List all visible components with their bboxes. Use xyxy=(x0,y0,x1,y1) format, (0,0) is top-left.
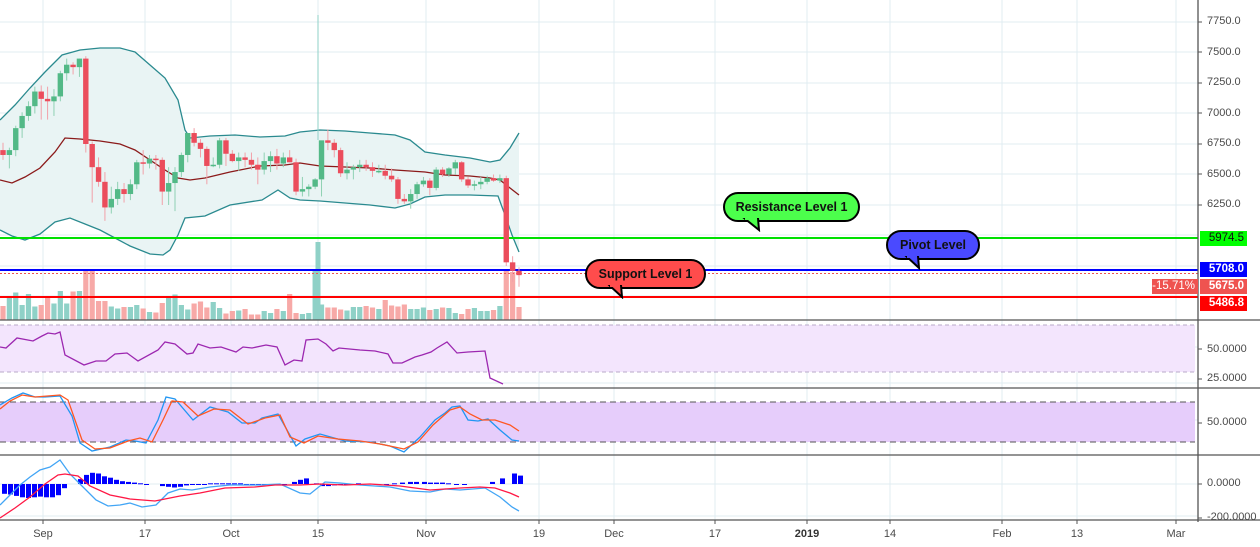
macd-tick-0: 0.0000 xyxy=(1207,477,1241,489)
time-axis-label: Nov xyxy=(416,528,436,540)
time-axis-label: 17 xyxy=(138,528,152,540)
time-axis-label: Mar xyxy=(1166,528,1186,540)
time-axis-label: Feb xyxy=(992,528,1012,540)
resistance-bubble-tail xyxy=(742,218,761,232)
time-axis-label: 13 xyxy=(1070,528,1084,540)
pivot-price-tag: 5708.0 xyxy=(1200,262,1247,277)
price-tick: 6500.0 xyxy=(1207,168,1241,180)
rsi-tick-25: 25.0000 xyxy=(1207,372,1247,384)
time-axis-label: 2019 xyxy=(794,528,820,540)
price-tick: 7000.0 xyxy=(1207,107,1241,119)
time-axis-label: 17 xyxy=(708,528,722,540)
change-percent-tag: -15.71% xyxy=(1152,279,1198,294)
pivot-level-label[interactable]: Pivot Level xyxy=(886,230,980,260)
stochastic-panel[interactable] xyxy=(0,392,1195,453)
support-level-label[interactable]: Support Level 1 xyxy=(585,259,706,289)
time-axis-label: Sep xyxy=(33,528,53,540)
price-tick: 7250.0 xyxy=(1207,76,1241,88)
time-axis-label: 19 xyxy=(532,528,546,540)
resistance-level-text: Resistance Level 1 xyxy=(735,200,848,214)
time-axis-label: Dec xyxy=(604,528,624,540)
support-level-text: Support Level 1 xyxy=(598,267,693,281)
candlesticks[interactable] xyxy=(0,15,522,287)
price-tick: 7500.0 xyxy=(1207,46,1241,58)
axes xyxy=(0,0,1260,524)
rsi-panel[interactable] xyxy=(0,324,1195,385)
price-tick: 6250.0 xyxy=(1207,198,1241,210)
rsi-tick-50: 50.0000 xyxy=(1207,343,1247,355)
last-price-tag: 5675.0 xyxy=(1200,279,1247,294)
time-axis-label: 15 xyxy=(311,528,325,540)
price-axis[interactable]: 7750.0 7500.0 7250.0 7000.0 6750.0 6500.… xyxy=(1198,0,1260,320)
macd-panel[interactable] xyxy=(0,459,523,519)
stoch-tick-50: 50.0000 xyxy=(1207,416,1247,428)
support-bubble-tail xyxy=(607,285,624,299)
resistance-price-tag: 5974.5 xyxy=(1200,231,1247,246)
bollinger-bands xyxy=(0,47,520,256)
time-axis-label: 14 xyxy=(883,528,897,540)
time-axis-label: Oct xyxy=(222,528,240,540)
pivot-bubble-tail xyxy=(904,256,921,270)
pivot-level-text: Pivot Level xyxy=(900,238,966,252)
support-price-tag: 5486.8 xyxy=(1200,296,1247,311)
price-tick: 7750.0 xyxy=(1207,15,1241,27)
resistance-level-label[interactable]: Resistance Level 1 xyxy=(723,192,860,222)
macd-tick-neg200: -200.0000 xyxy=(1207,511,1257,520)
volume-bars xyxy=(0,242,522,320)
price-tick: 6750.0 xyxy=(1207,137,1241,149)
